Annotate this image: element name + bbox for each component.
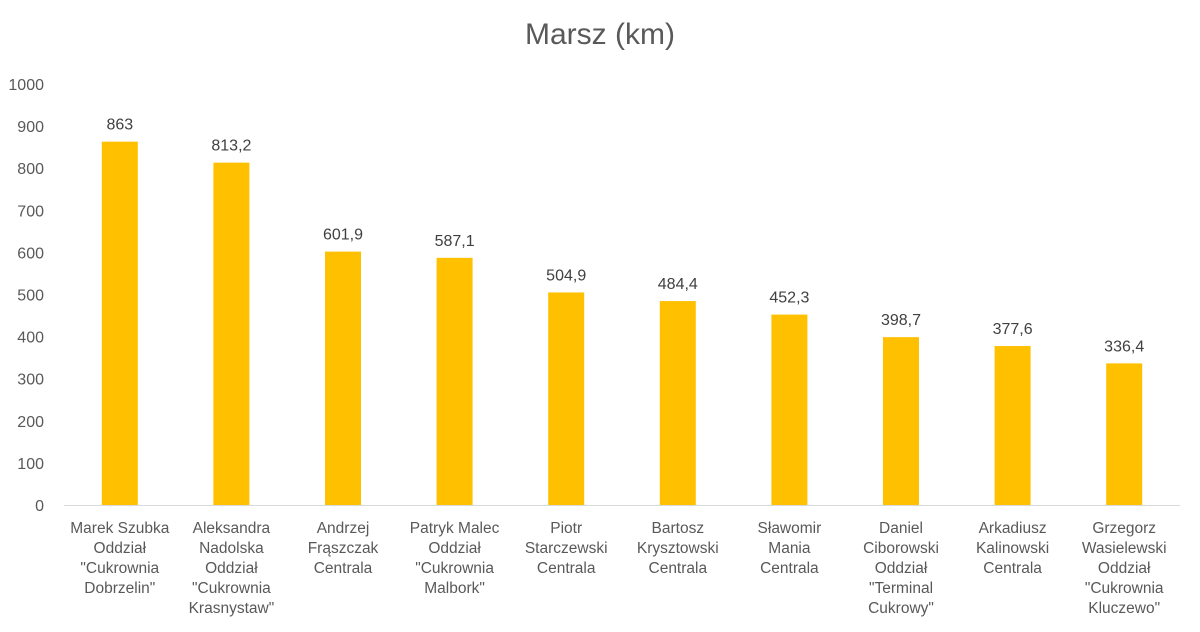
bar bbox=[213, 162, 250, 505]
y-tick-label: 200 bbox=[17, 414, 44, 431]
bar bbox=[883, 337, 919, 505]
data-label: 504,9 bbox=[546, 267, 586, 284]
data-label: 336,4 bbox=[1104, 338, 1144, 355]
x-tick-label: Daniel Ciborowski Oddział "Terminal Cukrowy" bbox=[863, 520, 939, 617]
y-tick-label: 700 bbox=[17, 203, 44, 220]
bar bbox=[659, 301, 696, 505]
y-tick-label: 900 bbox=[17, 119, 44, 136]
bar bbox=[1106, 363, 1143, 505]
data-label: 601,9 bbox=[323, 227, 363, 244]
y-tick-label: 1000 bbox=[8, 77, 44, 94]
x-tick-label: Grzegorz Wasielewski Oddział "Cukrownia Kluc… bbox=[1082, 520, 1167, 617]
bar bbox=[548, 292, 585, 505]
x-tick-label: Andrzej Frąszczak Centrala bbox=[308, 520, 379, 577]
x-tick-label: Bartosz Krysztowski Centrala bbox=[637, 520, 719, 577]
chart-title: Marsz (km) bbox=[525, 18, 675, 51]
data-label: 398,7 bbox=[881, 312, 921, 329]
y-tick-label: 500 bbox=[17, 288, 44, 305]
y-tick-label: 600 bbox=[17, 245, 44, 262]
y-tick-label: 800 bbox=[17, 161, 44, 178]
x-tick-label: Marek Szubka Oddział "Cukrownia Dobrzelin" bbox=[70, 520, 169, 597]
y-tick-label: 300 bbox=[17, 372, 44, 389]
x-tick-label: Arkadiusz Kalinowski Centrala bbox=[976, 520, 1049, 577]
data-label: 452,3 bbox=[769, 290, 809, 307]
x-tick-label: Aleksandra Nadolska Oddział "Cukrownia Krasn… bbox=[189, 520, 275, 617]
data-label: 377,6 bbox=[993, 321, 1033, 338]
y-tick-label: 400 bbox=[17, 330, 44, 347]
y-tick-label: 0 bbox=[35, 498, 44, 515]
x-tick-label: Patryk Malec Oddział "Cukrownia Malbork" bbox=[410, 520, 500, 597]
data-label: 587,1 bbox=[435, 233, 475, 250]
data-label: 484,4 bbox=[658, 276, 698, 293]
bar bbox=[101, 141, 138, 505]
bar bbox=[436, 257, 473, 505]
y-tick-label: 100 bbox=[17, 456, 44, 473]
data-label: 863 bbox=[106, 117, 133, 134]
data-label: 813,2 bbox=[211, 138, 251, 155]
x-tick-label: Piotr Starczewski Centrala bbox=[525, 520, 608, 577]
bar bbox=[994, 346, 1031, 505]
x-tick-label: Sławomir Mania Centrala bbox=[758, 520, 822, 577]
bar bbox=[325, 251, 361, 505]
bar bbox=[771, 314, 808, 505]
